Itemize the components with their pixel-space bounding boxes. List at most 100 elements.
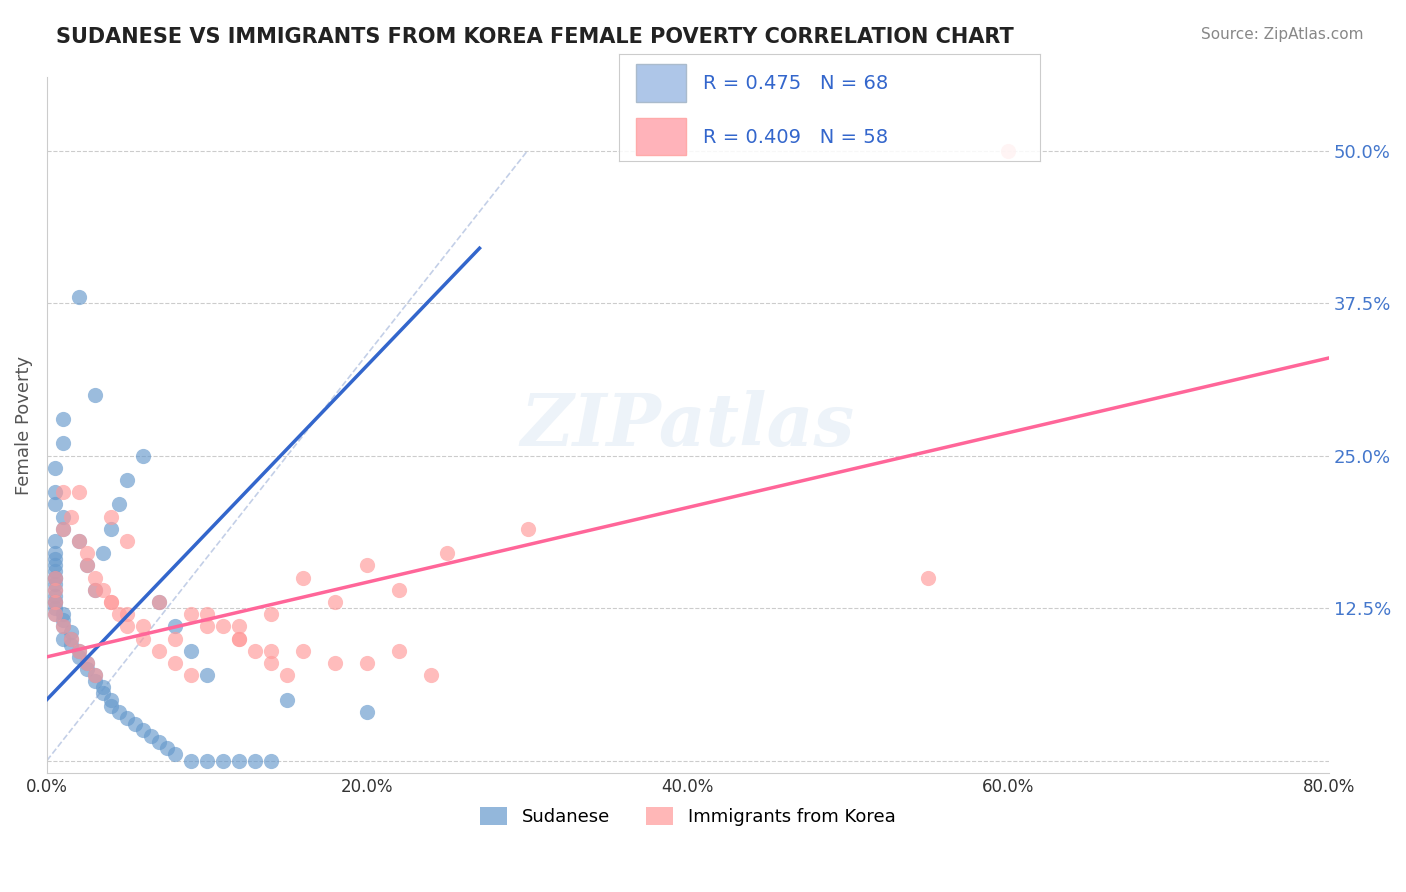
Sudanese <box>115 711 138 725</box>
Immigrants from Korea <box>245 644 267 658</box>
Sudanese <box>52 412 75 426</box>
Sudanese <box>59 625 82 640</box>
Legend: Sudanese, Immigrants from Korea: Sudanese, Immigrants from Korea <box>472 799 903 833</box>
Sudanese <box>195 668 218 682</box>
Immigrants from Korea <box>276 668 298 682</box>
Sudanese <box>195 754 218 768</box>
Text: SUDANESE VS IMMIGRANTS FROM KOREA FEMALE POVERTY CORRELATION CHART: SUDANESE VS IMMIGRANTS FROM KOREA FEMALE… <box>56 27 1014 46</box>
Sudanese <box>124 717 146 731</box>
Immigrants from Korea <box>165 632 187 646</box>
Sudanese <box>84 582 107 597</box>
Immigrants from Korea <box>260 607 283 622</box>
Sudanese <box>52 607 75 622</box>
Immigrants from Korea <box>76 546 98 560</box>
Text: R = 0.409   N = 58: R = 0.409 N = 58 <box>703 128 889 146</box>
Sudanese <box>52 522 75 536</box>
Sudanese <box>91 681 114 695</box>
Sudanese <box>59 632 82 646</box>
Sudanese <box>44 552 66 566</box>
Sudanese <box>44 497 66 511</box>
Sudanese <box>67 290 90 304</box>
Sudanese <box>44 595 66 609</box>
Immigrants from Korea <box>260 656 283 670</box>
Immigrants from Korea <box>195 619 218 633</box>
Sudanese <box>100 522 122 536</box>
Sudanese <box>44 558 66 573</box>
Sudanese <box>180 754 202 768</box>
Sudanese <box>52 619 75 633</box>
Immigrants from Korea <box>420 668 443 682</box>
Sudanese <box>212 754 235 768</box>
Sudanese <box>44 595 66 609</box>
Sudanese <box>165 619 187 633</box>
Sudanese <box>44 601 66 615</box>
Sudanese <box>156 741 179 756</box>
Sudanese <box>44 589 66 603</box>
Immigrants from Korea <box>195 607 218 622</box>
Sudanese <box>245 754 267 768</box>
Sudanese <box>59 638 82 652</box>
Immigrants from Korea <box>44 582 66 597</box>
Sudanese <box>44 571 66 585</box>
Immigrants from Korea <box>388 644 411 658</box>
Immigrants from Korea <box>52 619 75 633</box>
Immigrants from Korea <box>44 571 66 585</box>
Sudanese <box>84 668 107 682</box>
Sudanese <box>52 613 75 627</box>
Sudanese <box>84 387 107 401</box>
Sudanese <box>76 558 98 573</box>
Immigrants from Korea <box>323 656 346 670</box>
Immigrants from Korea <box>917 571 939 585</box>
Immigrants from Korea <box>148 595 170 609</box>
Immigrants from Korea <box>292 571 315 585</box>
Immigrants from Korea <box>180 607 202 622</box>
Immigrants from Korea <box>76 558 98 573</box>
Immigrants from Korea <box>180 668 202 682</box>
Sudanese <box>52 509 75 524</box>
Sudanese <box>260 754 283 768</box>
Immigrants from Korea <box>52 522 75 536</box>
Sudanese <box>67 533 90 548</box>
Text: Source: ZipAtlas.com: Source: ZipAtlas.com <box>1201 27 1364 42</box>
Immigrants from Korea <box>997 144 1019 158</box>
Sudanese <box>76 662 98 676</box>
Immigrants from Korea <box>91 582 114 597</box>
Sudanese <box>228 754 250 768</box>
Immigrants from Korea <box>108 607 131 622</box>
Immigrants from Korea <box>165 656 187 670</box>
Text: ZIPatlas: ZIPatlas <box>520 390 855 460</box>
Immigrants from Korea <box>67 644 90 658</box>
Immigrants from Korea <box>356 558 378 573</box>
Immigrants from Korea <box>260 644 283 658</box>
Immigrants from Korea <box>59 632 82 646</box>
Sudanese <box>44 546 66 560</box>
Immigrants from Korea <box>228 632 250 646</box>
Sudanese <box>108 497 131 511</box>
Sudanese <box>132 723 155 737</box>
Immigrants from Korea <box>115 619 138 633</box>
Immigrants from Korea <box>115 533 138 548</box>
Sudanese <box>180 644 202 658</box>
Y-axis label: Female Poverty: Female Poverty <box>15 356 32 495</box>
Sudanese <box>91 546 114 560</box>
Sudanese <box>44 485 66 500</box>
Immigrants from Korea <box>115 607 138 622</box>
Sudanese <box>52 632 75 646</box>
Sudanese <box>84 674 107 689</box>
Immigrants from Korea <box>132 619 155 633</box>
Sudanese <box>44 533 66 548</box>
Sudanese <box>44 571 66 585</box>
FancyBboxPatch shape <box>636 118 686 155</box>
Immigrants from Korea <box>59 509 82 524</box>
Immigrants from Korea <box>212 619 235 633</box>
Immigrants from Korea <box>100 595 122 609</box>
Sudanese <box>76 656 98 670</box>
Sudanese <box>52 436 75 450</box>
Immigrants from Korea <box>132 632 155 646</box>
FancyBboxPatch shape <box>636 64 686 102</box>
Immigrants from Korea <box>100 509 122 524</box>
Immigrants from Korea <box>356 656 378 670</box>
Sudanese <box>44 607 66 622</box>
Immigrants from Korea <box>44 607 66 622</box>
Immigrants from Korea <box>67 533 90 548</box>
